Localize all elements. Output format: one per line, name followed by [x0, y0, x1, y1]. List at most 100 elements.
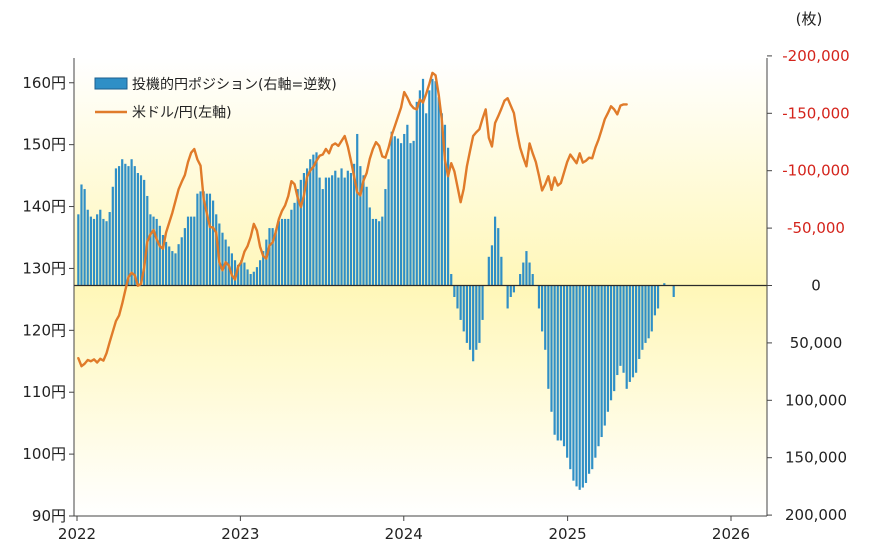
position-bar — [299, 179, 302, 286]
position-bar — [199, 191, 202, 286]
position-bar — [243, 262, 246, 286]
x-tick-label: 2023 — [221, 525, 259, 543]
position-bar — [293, 202, 296, 286]
position-bar — [481, 285, 484, 320]
position-bar — [221, 232, 224, 286]
position-bar — [569, 285, 572, 470]
position-bar — [506, 285, 509, 309]
position-bar — [544, 285, 547, 350]
position-bar — [465, 285, 468, 343]
position-bar — [164, 241, 168, 286]
position-bar — [403, 133, 406, 286]
position-bar — [409, 143, 412, 286]
position-bar — [468, 285, 472, 350]
position-bar — [280, 218, 284, 286]
position-bar — [89, 216, 92, 286]
position-bar — [96, 214, 99, 286]
position-bar — [656, 285, 660, 309]
position-bar — [566, 285, 569, 458]
position-bar — [265, 239, 268, 286]
x-axis-ticks: 2022 2023 2024 2025 2026 — [58, 516, 750, 543]
position-bar — [434, 81, 437, 286]
position-bar — [362, 175, 365, 286]
position-bar — [302, 173, 306, 286]
position-bar — [443, 124, 447, 286]
position-bar — [133, 166, 136, 286]
position-bar — [559, 285, 562, 441]
position-bar — [509, 285, 512, 297]
left-tick-label: 100円 — [22, 445, 66, 463]
position-bar — [255, 267, 259, 286]
position-bar — [274, 230, 277, 286]
position-bar — [161, 234, 165, 286]
position-bar — [597, 285, 600, 447]
position-bar — [83, 189, 86, 286]
right-tick-label: 200,000 — [785, 506, 847, 524]
left-tick-label: 160円 — [22, 74, 66, 92]
position-bar — [437, 97, 440, 286]
position-bar — [374, 218, 378, 286]
position-bar — [356, 133, 359, 286]
position-bar — [183, 228, 186, 286]
position-bar — [500, 256, 503, 286]
position-bar — [622, 285, 625, 373]
left-axis-ticks: 90円 100円 110円 120円 130円 140円 150円 160円 — [22, 74, 74, 525]
position-bar — [340, 168, 343, 286]
position-bar — [349, 173, 353, 286]
position-bar — [412, 140, 415, 286]
position-bar — [663, 283, 666, 286]
position-bar — [553, 285, 556, 435]
position-bar — [92, 218, 96, 286]
position-bar — [522, 262, 525, 286]
left-tick-label: 120円 — [22, 321, 66, 339]
position-bar — [578, 285, 581, 490]
legend-bar-label: 投機的円ポジション(右軸=逆数) — [132, 77, 337, 93]
position-bar — [271, 228, 274, 286]
position-bar — [365, 186, 368, 286]
position-bar — [396, 138, 400, 286]
left-tick-label: 110円 — [22, 383, 66, 401]
position-bar — [130, 159, 133, 286]
position-bar — [399, 143, 403, 286]
position-bar — [616, 285, 619, 376]
position-bar — [121, 159, 124, 286]
x-tick-label: 2024 — [385, 525, 423, 543]
position-bar — [152, 216, 155, 286]
right-tick-label: -200,000 — [782, 47, 849, 65]
position-bar — [472, 285, 475, 362]
position-bar — [215, 214, 218, 286]
right-axis-unit: (枚) — [796, 10, 823, 28]
position-bar — [284, 218, 287, 286]
position-bar — [237, 264, 240, 286]
right-axis-ticks: -200,000 -150,000 -100,000 -50,000 0 50,000 10… — [767, 47, 850, 524]
position-bar — [180, 237, 183, 286]
position-bar — [609, 285, 613, 401]
position-bar — [584, 285, 588, 483]
position-bar — [619, 285, 622, 366]
position-bar — [572, 285, 575, 481]
x-tick-label: 2025 — [549, 525, 587, 543]
position-bar — [390, 131, 393, 286]
position-bar — [588, 285, 591, 474]
position-bar — [541, 285, 544, 332]
position-bar — [211, 200, 215, 286]
position-bar — [600, 285, 603, 438]
position-bar — [86, 209, 89, 286]
left-tick-label: 150円 — [22, 136, 66, 154]
position-bar — [625, 285, 628, 389]
position-bar — [171, 251, 174, 286]
legend-bar-swatch — [94, 77, 128, 90]
position-bar — [490, 245, 494, 286]
position-bar — [525, 251, 528, 286]
position-bar — [456, 285, 459, 309]
position-bar — [519, 274, 522, 286]
position-bar — [487, 256, 490, 286]
position-bar — [315, 152, 318, 286]
position-bar — [337, 177, 340, 286]
position-bar — [581, 285, 584, 488]
position-bar — [108, 212, 111, 286]
position-bar — [547, 285, 550, 389]
position-bar — [202, 191, 205, 286]
position-bar — [114, 168, 118, 286]
